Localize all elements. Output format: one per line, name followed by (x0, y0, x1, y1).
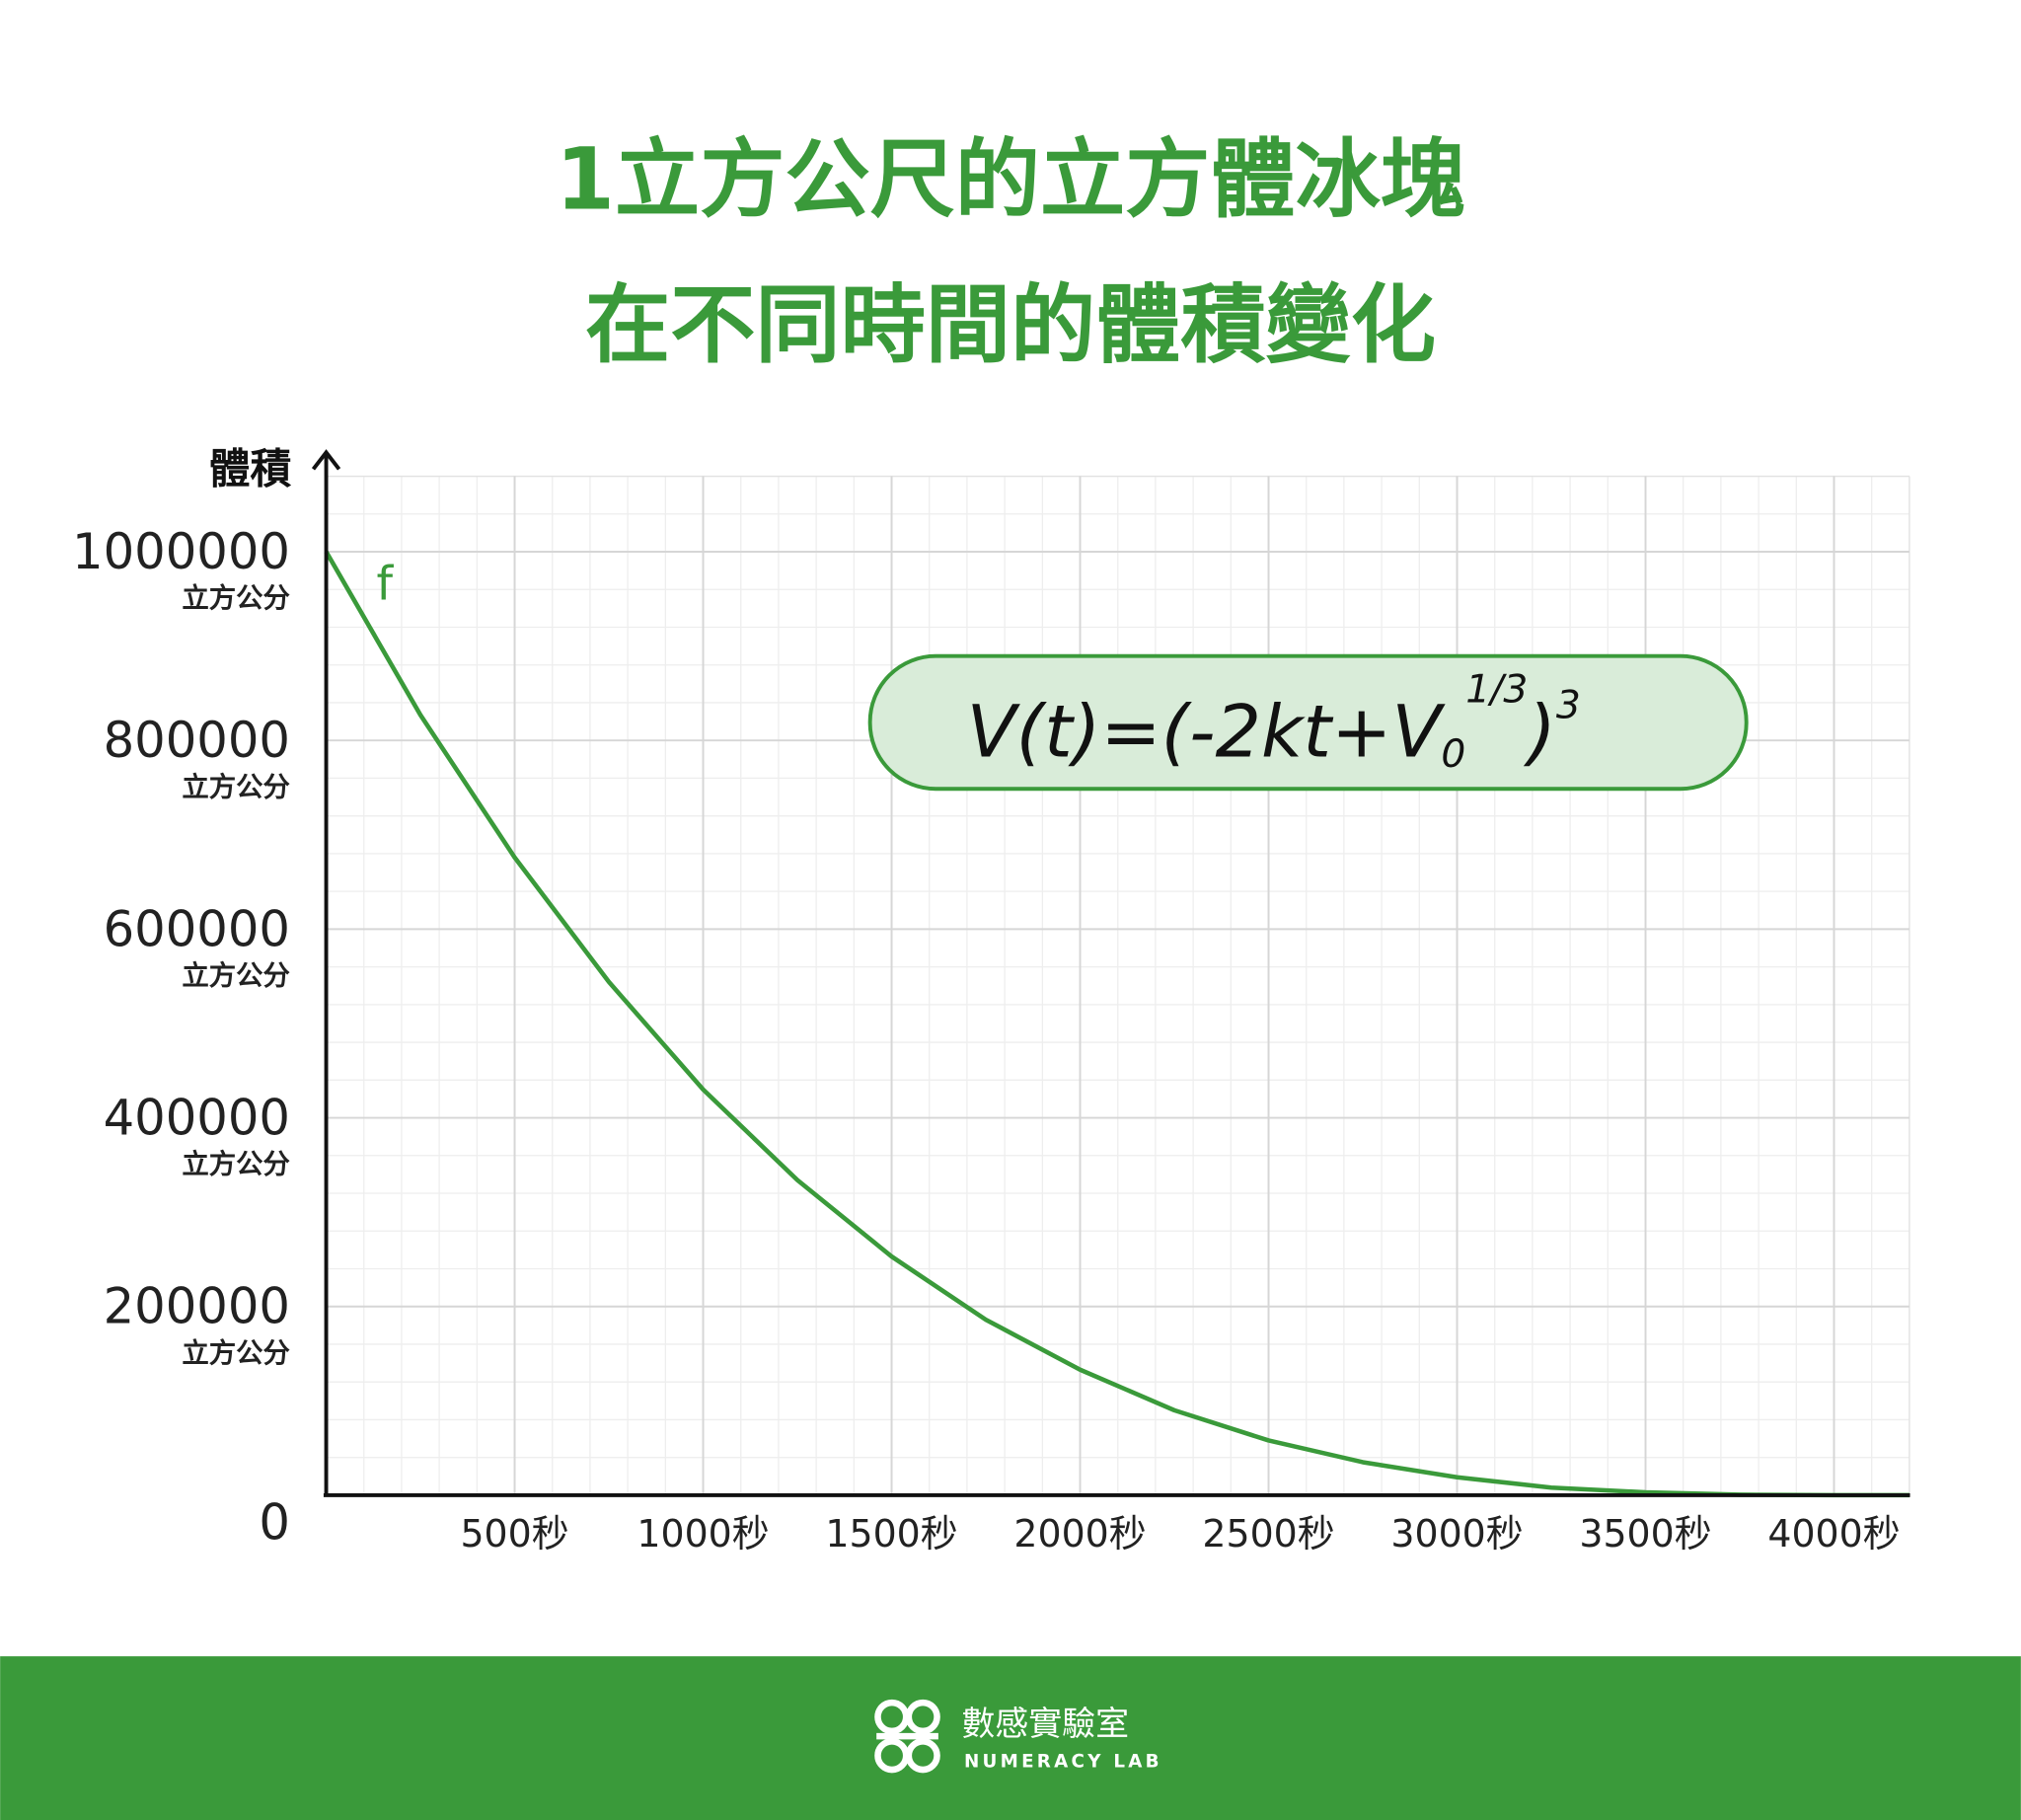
line (324, 550, 1909, 1498)
brand-en: NUMERACY LAB (964, 1751, 1162, 1772)
y-tick-label: 800000 (104, 712, 290, 769)
chart-title: 1立方公尺的立方體冰塊 (556, 131, 1465, 230)
x-tick-label: 4000秒 (1767, 1512, 1900, 1555)
y-unit-label: 立方公分 (182, 771, 290, 802)
y-tick-label: 200000 (104, 1278, 290, 1335)
y-tick-label: 600000 (104, 900, 290, 957)
formula-power: 3 (1556, 683, 1581, 727)
y-tick-label: 0 (259, 1493, 290, 1551)
y-unit-label: 立方公分 (182, 1149, 290, 1180)
logo (874, 1699, 940, 1774)
x-tick-label: 3500秒 (1579, 1512, 1711, 1555)
formula-main: V(t)=(-2kt+V (967, 691, 1447, 775)
formula-close: ) (1523, 691, 1556, 775)
formula-sub: 0 (1441, 732, 1465, 777)
series-label: f (376, 557, 394, 611)
axis-arrow (311, 449, 341, 471)
x-tick-label: 3000秒 (1390, 1512, 1523, 1555)
x-tick-label: 500秒 (460, 1512, 568, 1555)
footer (0, 1656, 2021, 1820)
formula-sup: 1/3 (1465, 668, 1528, 713)
x-tick-label: 1500秒 (825, 1512, 957, 1555)
formula-box (867, 653, 1749, 792)
x-tick-label: 2500秒 (1202, 1512, 1334, 1555)
y-unit-label: 立方公分 (182, 582, 290, 614)
chart-subtitle: 在不同時間的體積變化 (585, 276, 1436, 375)
y-tick-label: 1000000 (72, 523, 290, 580)
y-tick-label: 400000 (104, 1090, 290, 1147)
y-unit-label: 立方公分 (182, 960, 290, 992)
formula: V(t)=(-2kt+V01/3)3 (967, 668, 1581, 777)
y-unit-label: 立方公分 (182, 1337, 290, 1369)
grid (325, 475, 1910, 1496)
y-axis-label: 體積 (209, 445, 292, 493)
x-tick-label: 1000秒 (636, 1512, 769, 1555)
x-tick-label: 2000秒 (1013, 1512, 1146, 1555)
plot: f (324, 550, 1909, 1498)
brand: 數感實驗室 (961, 1705, 1129, 1744)
